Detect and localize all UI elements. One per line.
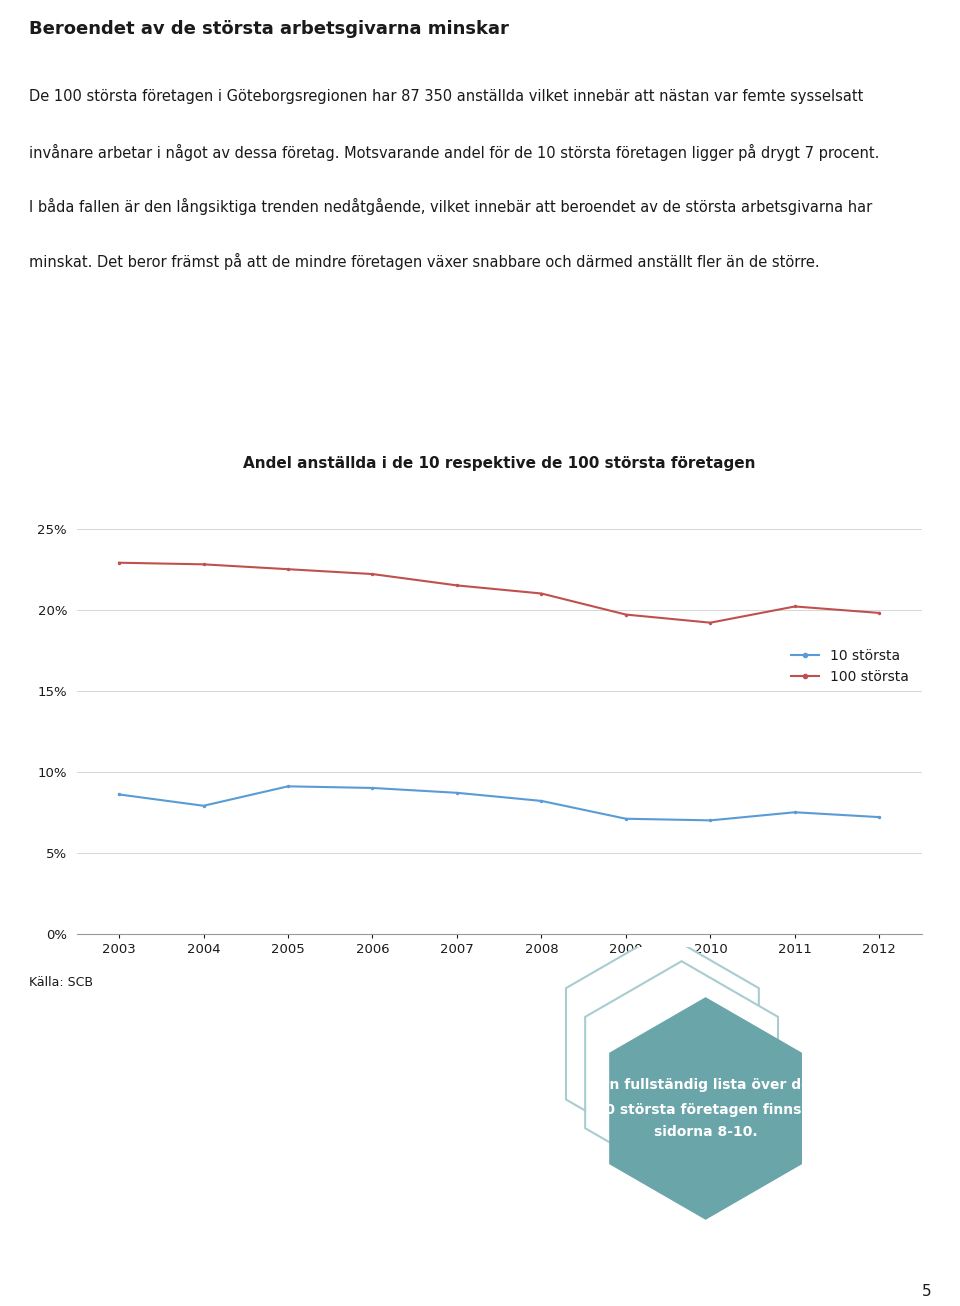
10 största	[198, 798, 209, 814]
100 största	[198, 556, 209, 572]
Text: I båda fallen är den långsiktiga trenden nedåtgående, vilket innebär att beroend: I båda fallen är den långsiktiga trenden…	[29, 199, 872, 215]
Line: 100 största: 100 största	[117, 562, 881, 624]
100 största	[536, 585, 547, 601]
10 största	[367, 780, 378, 795]
10 största	[620, 811, 632, 827]
100 största	[451, 577, 463, 593]
Text: Beroendet av de största arbetsgivarna minskar: Beroendet av de största arbetsgivarna mi…	[29, 20, 509, 38]
10 största	[536, 793, 547, 808]
Text: minskat. Det beror främst på att de mindre företagen växer snabbare och därmed a: minskat. Det beror främst på att de mind…	[29, 253, 820, 270]
Line: 10 största: 10 största	[117, 785, 881, 821]
100 största	[620, 607, 632, 623]
100 största	[113, 555, 125, 571]
Text: En fullständig lista över de
100 största företagen finns på
sidorna 8-10.: En fullständig lista över de 100 största…	[586, 1077, 826, 1139]
100 största	[282, 562, 294, 577]
10 största	[705, 812, 716, 828]
100 största	[874, 605, 885, 620]
Text: invånare arbetar i något av dessa företag. Motsvarande andel för de 10 största f: invånare arbetar i något av dessa företa…	[29, 144, 879, 161]
Polygon shape	[610, 998, 802, 1220]
10 största	[113, 786, 125, 802]
Text: 5: 5	[922, 1284, 931, 1298]
Polygon shape	[586, 961, 778, 1183]
Polygon shape	[566, 932, 758, 1155]
Text: Källa: SCB: Källa: SCB	[29, 976, 93, 989]
Legend: 10 största, 100 största: 10 största, 100 största	[786, 644, 915, 690]
100 största	[705, 615, 716, 631]
Text: De 100 största företagen i Göteborgsregionen har 87 350 anställda vilket innebär: De 100 största företagen i Göteborgsregi…	[29, 89, 863, 104]
10 största	[451, 785, 463, 801]
Text: Andel anställda i de 10 respektive de 100 största företagen: Andel anställda i de 10 respektive de 10…	[243, 456, 756, 471]
10 största	[789, 804, 801, 820]
100 största	[367, 567, 378, 582]
100 största	[789, 598, 801, 614]
10 största	[874, 810, 885, 825]
10 största	[282, 778, 294, 794]
